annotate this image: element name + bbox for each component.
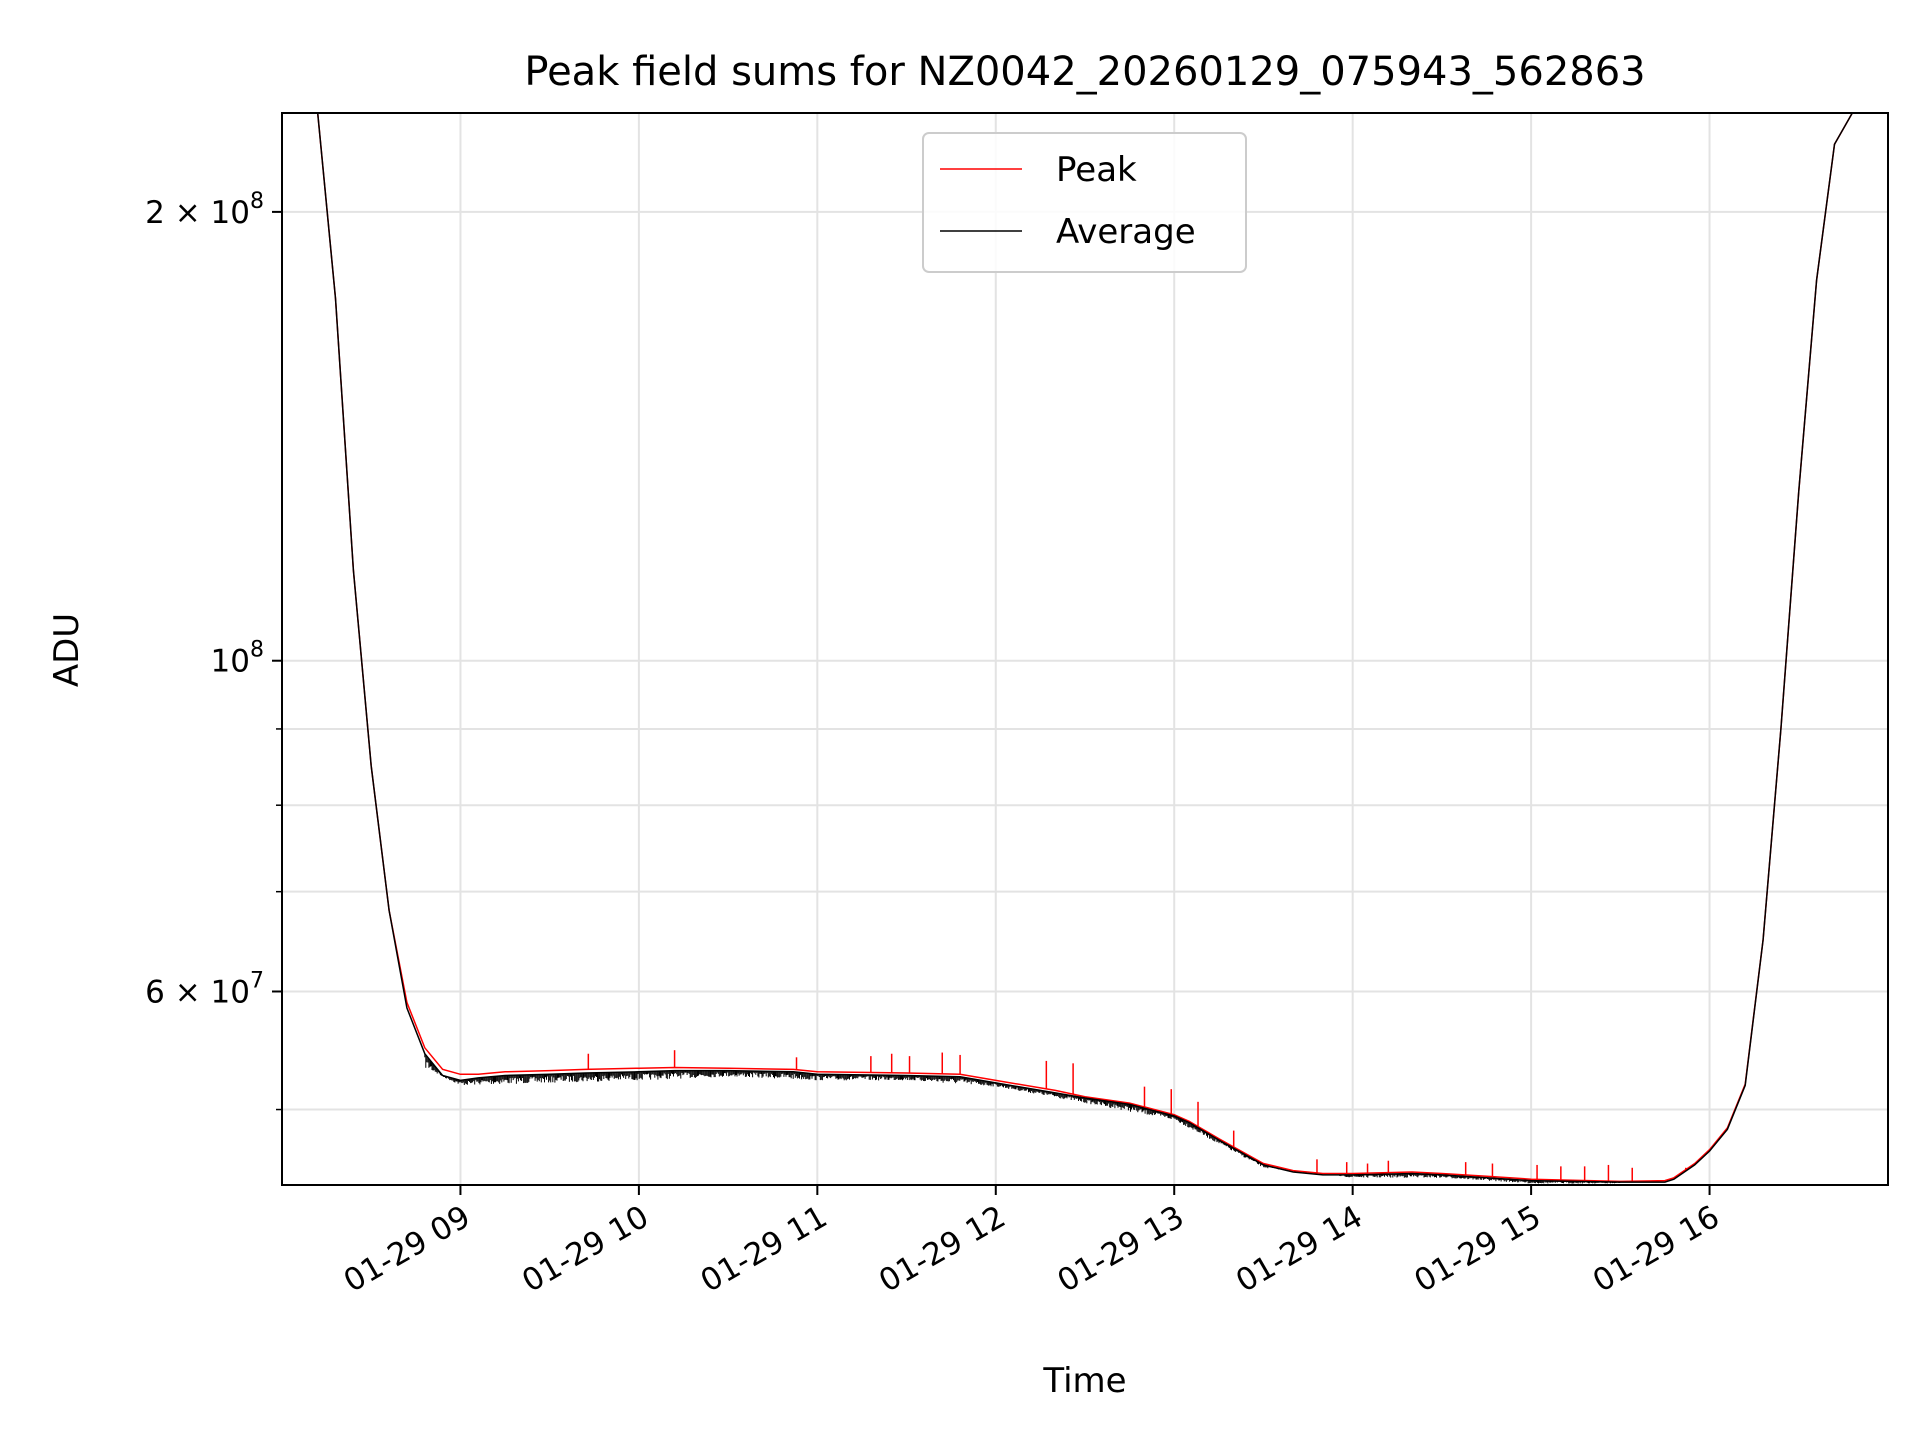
legend: Peak Average xyxy=(922,132,1247,273)
y-tick-label-base: 2 × 10 xyxy=(145,195,250,231)
series-peak xyxy=(282,113,1888,1183)
grid xyxy=(282,113,1888,1185)
series-average xyxy=(282,113,1888,1184)
y-tick-label-exponent: 8 xyxy=(250,189,264,214)
series-average-line xyxy=(282,113,1888,1183)
legend-average-label: Average xyxy=(1056,212,1196,252)
y-tick-label-base: 10 xyxy=(211,644,250,680)
series-peak-line xyxy=(282,113,1888,1183)
series-layer xyxy=(282,113,1888,1184)
y-tick-label: 6 × 107 xyxy=(145,968,264,1010)
y-tick-label-exponent: 8 xyxy=(250,638,264,663)
y-tick-label: 2 × 108 xyxy=(145,189,264,231)
plot-area xyxy=(282,113,1888,1185)
legend-box xyxy=(922,132,1247,273)
legend-peak-label: Peak xyxy=(1056,150,1137,190)
y-tick-label: 108 xyxy=(211,638,264,680)
y-axis-label: ADU xyxy=(47,613,87,687)
plot-frame xyxy=(281,112,1889,1186)
chart-title: Peak field sums for NZ0042_20260129_0759… xyxy=(524,49,1645,95)
y-tick-label-exponent: 7 xyxy=(250,968,264,993)
y-tick-label-base: 6 × 10 xyxy=(145,974,250,1010)
x-axis-label: Time xyxy=(1042,1361,1126,1401)
